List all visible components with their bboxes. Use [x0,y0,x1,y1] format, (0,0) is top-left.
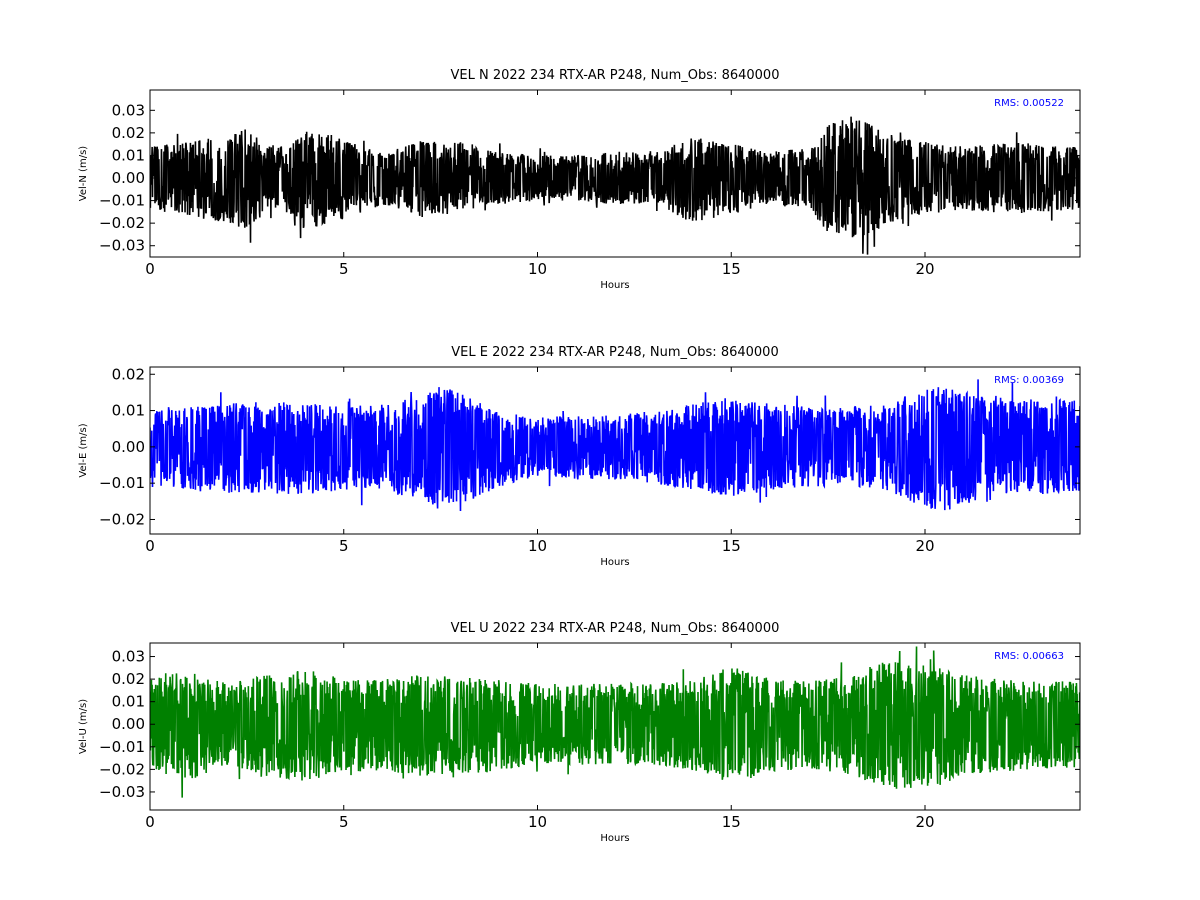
x-tick-label: 20 [915,537,934,555]
series-line-up [150,646,1080,798]
rms-annotation: RMS: 0.00369 [994,375,1064,386]
x-axis-label: Hours [600,833,629,844]
panel-title: VEL U 2022 234 RTX-AR P248, Num_Obs: 864… [451,621,780,636]
y-tick-label: 0.02 [112,365,145,383]
series-line-east [150,379,1080,511]
x-tick-label: 5 [339,260,349,278]
y-axis-label: Vel-E (m/s) [78,423,89,477]
x-tick-label: 10 [528,813,547,831]
y-tick-label: 0.01 [112,146,145,164]
rms-annotation: RMS: 0.00663 [994,651,1064,662]
x-tick-label: 15 [722,260,741,278]
panel-title: VEL E 2022 234 RTX-AR P248, Num_Obs: 864… [451,345,778,360]
x-axis-label: Hours [600,280,629,291]
y-tick-label: −0.02 [99,214,145,232]
x-tick-label: 0 [145,813,155,831]
y-tick-label: −0.03 [99,783,145,801]
y-tick-label: −0.03 [99,237,145,255]
axes-frame [149,642,1081,811]
x-tick-label: 15 [722,537,741,555]
y-axis-label: Vel-U (m/s) [78,699,89,754]
y-tick-label: −0.01 [99,474,145,492]
x-tick-label: 15 [722,813,741,831]
panel-north: VEL N 2022 234 RTX-AR P248, Num_Obs: 864… [78,68,1081,291]
x-tick-label: 0 [145,260,155,278]
y-tick-label: 0.00 [112,715,145,733]
y-tick-label: −0.01 [99,192,145,210]
x-tick-label: 10 [528,260,547,278]
axes-frame [149,89,1081,258]
y-tick-label: 0.01 [112,693,145,711]
y-tick-label: 0.03 [112,101,145,119]
x-tick-label: 20 [915,260,934,278]
y-tick-label: 0.03 [112,648,145,666]
y-tick-label: 0.00 [112,169,145,187]
x-tick-label: 5 [339,813,349,831]
x-axis-label: Hours [600,557,629,568]
y-tick-label: 0.02 [112,670,145,688]
panel-up: VEL U 2022 234 RTX-AR P248, Num_Obs: 864… [78,621,1081,844]
x-tick-label: 20 [915,813,934,831]
x-tick-label: 10 [528,537,547,555]
y-tick-label: 0.02 [112,124,145,142]
x-tick-label: 5 [339,537,349,555]
y-tick-label: −0.02 [99,510,145,528]
x-tick-label: 0 [145,537,155,555]
rms-annotation: RMS: 0.00522 [994,98,1064,109]
y-tick-label: 0.00 [112,438,145,456]
y-tick-label: −0.02 [99,760,145,778]
panel-east: VEL E 2022 234 RTX-AR P248, Num_Obs: 864… [78,345,1081,568]
axes-frame [149,366,1081,535]
panel-title: VEL N 2022 234 RTX-AR P248, Num_Obs: 864… [451,68,780,83]
y-tick-label: 0.01 [112,402,145,420]
y-axis-label: Vel-N (m/s) [78,146,89,201]
y-tick-label: −0.01 [99,738,145,756]
series-line-north [150,116,1080,255]
